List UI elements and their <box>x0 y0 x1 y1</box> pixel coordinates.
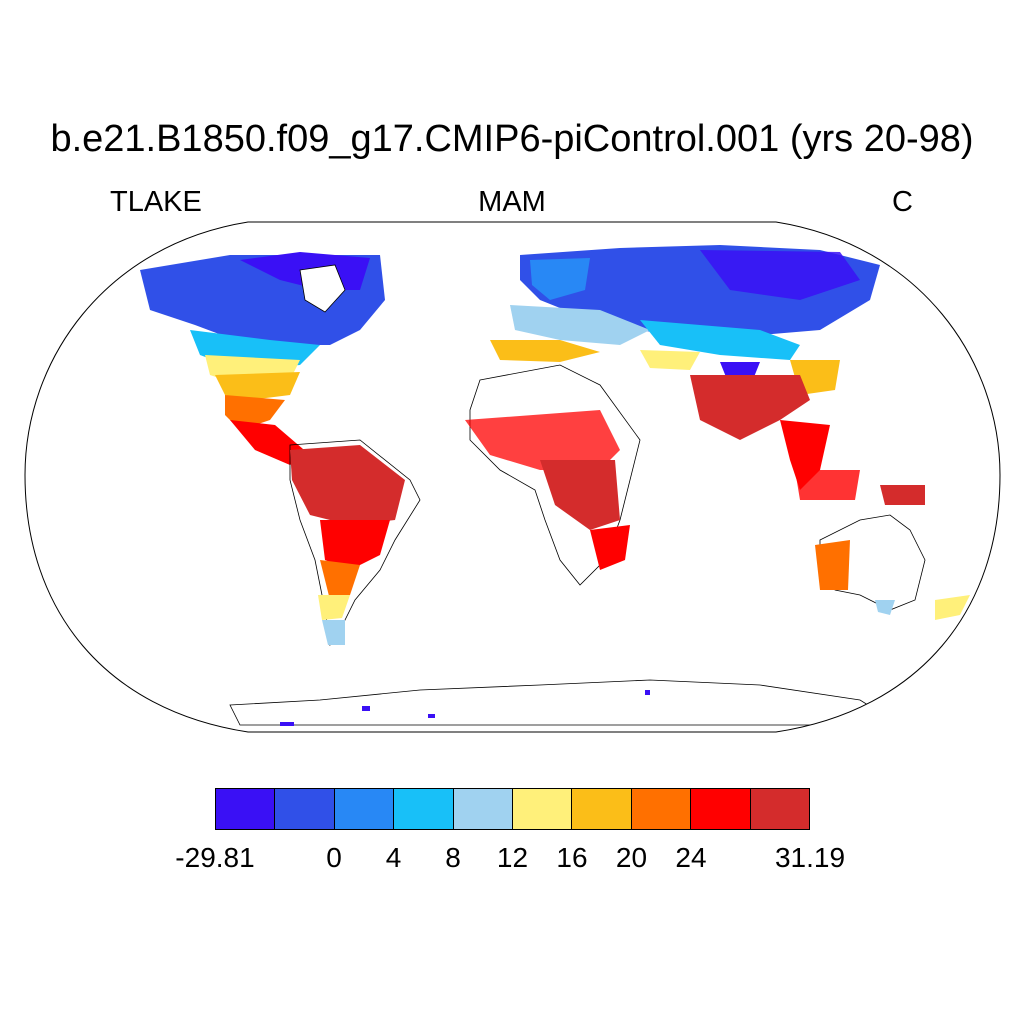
colorbar-tick-label: 4 <box>385 842 402 873</box>
antarctica-coast <box>229 679 902 726</box>
colorbar-swatch <box>631 789 692 829</box>
colorbar-swatch <box>572 789 632 829</box>
plot-title: b.e21.B1850.f09_g17.CMIP6-piControl.001 … <box>50 118 974 160</box>
colorbar-tick-label: 8 <box>445 842 461 873</box>
colorbar-swatch <box>691 789 751 829</box>
colorbar-tick-label: 12 <box>496 842 529 873</box>
colorbar-tick-label: -29.81 <box>175 842 255 873</box>
north-america-region <box>140 252 385 465</box>
colorbar-swatch <box>394 789 454 829</box>
colorbar-tick-label: 31.19 <box>774 842 846 873</box>
colorbar-swatch <box>453 789 514 829</box>
colorbar-swatch <box>334 789 395 829</box>
colorbar-swatch <box>513 789 573 829</box>
colorbar-swatch <box>750 789 810 829</box>
season-label: MAM <box>478 186 546 218</box>
australia-region <box>795 470 970 620</box>
south-america-region <box>289 439 421 647</box>
eurasia-region <box>490 245 880 490</box>
africa-region <box>465 364 641 586</box>
colorbar-tick-label: 0 <box>326 842 342 873</box>
colorbar-swatch <box>216 789 276 829</box>
antarctica-lakes <box>280 690 650 726</box>
colorbar <box>215 788 810 830</box>
colorbar-tick-label: 20 <box>615 842 648 873</box>
units-label: C <box>892 186 913 218</box>
colorbar-tick-label: 16 <box>556 842 588 873</box>
variable-label: TLAKE <box>110 186 202 218</box>
colorbar-tick-label: 24 <box>675 842 707 873</box>
colorbar-swatch <box>275 789 335 829</box>
